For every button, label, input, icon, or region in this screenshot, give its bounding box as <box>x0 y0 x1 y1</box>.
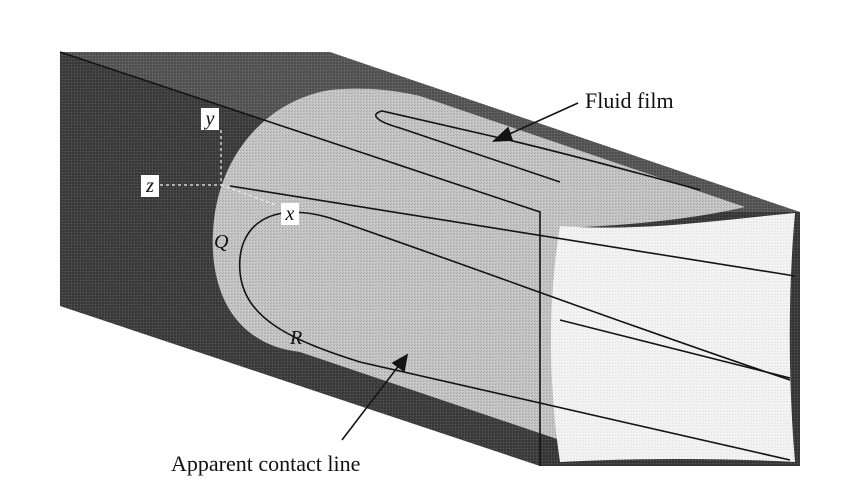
x-axis-label: x <box>285 203 295 225</box>
middle-contact-line <box>229 185 796 277</box>
y-axis-label-box <box>201 108 219 130</box>
upper-contact-line <box>375 110 701 191</box>
lower-contact-line <box>559 319 791 379</box>
contact-line-arrowhead <box>391 353 409 373</box>
y-axis-label: y <box>204 108 215 130</box>
point-r-label: R <box>289 327 302 349</box>
x-axis-line <box>220 184 277 206</box>
z-axis-label: z <box>145 175 154 197</box>
wall-edge-line <box>59 51 541 466</box>
fluid-film-texture <box>212 88 746 441</box>
x-axis-label-box <box>281 203 299 225</box>
point-q-label: Q <box>214 231 229 253</box>
z-axis-label-box <box>141 175 159 197</box>
fluid-film-label: Fluid film <box>585 88 674 113</box>
fluid-film-arrowhead <box>491 126 514 142</box>
fluid-film-leader <box>504 102 579 137</box>
contact-line-leader <box>341 363 401 441</box>
apparent-contact-line-label: Apparent contact line <box>171 451 360 476</box>
cross-section-texture <box>551 213 795 462</box>
